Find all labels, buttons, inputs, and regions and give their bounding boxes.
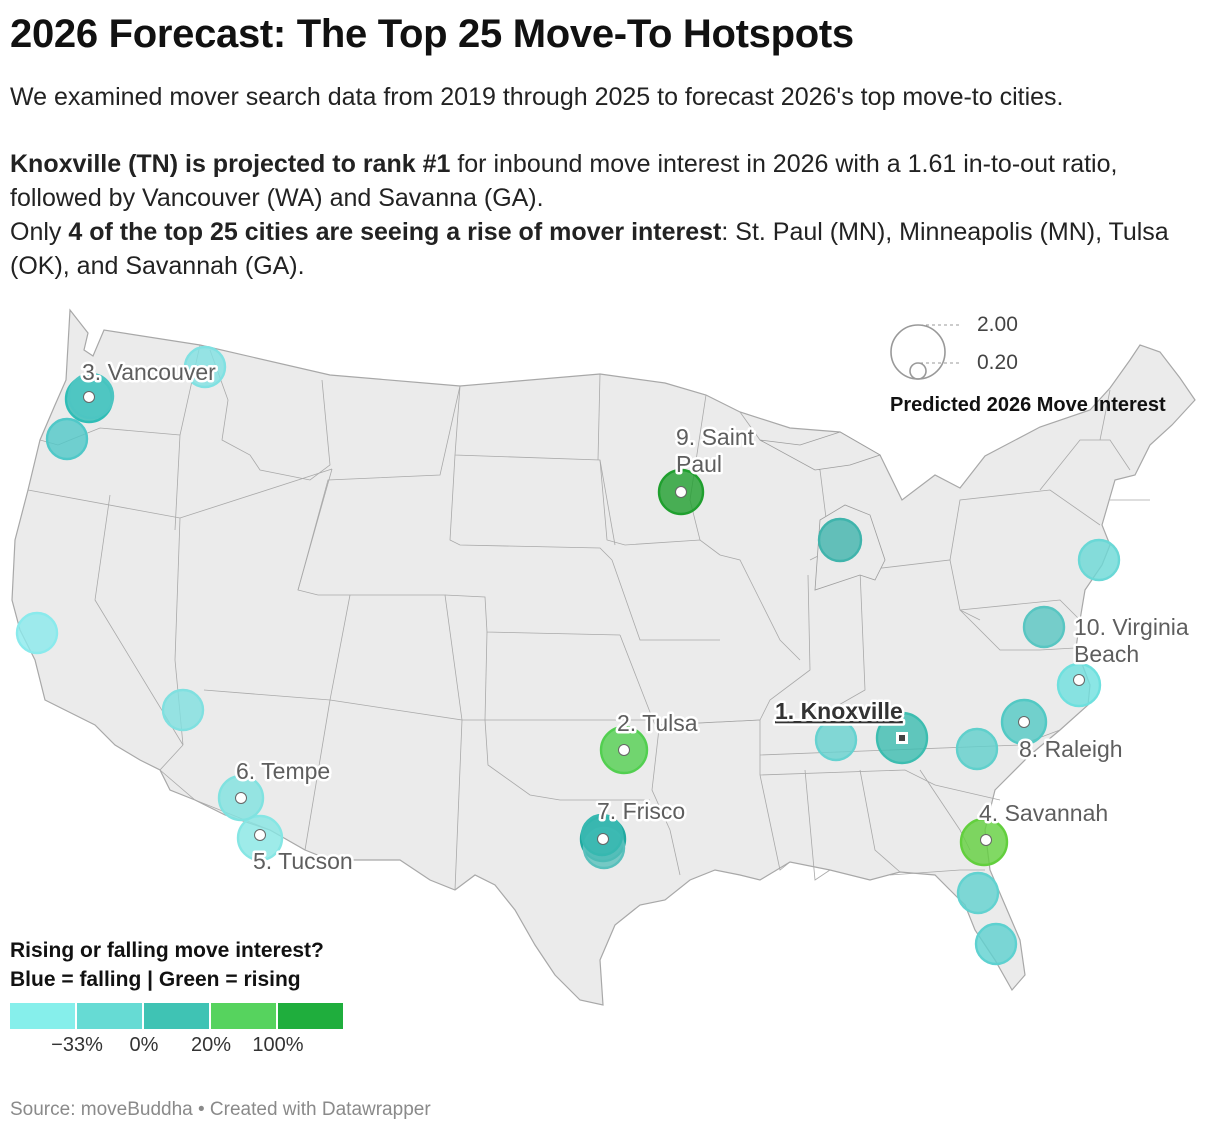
label-vancouver: 3. Vancouver [82, 359, 216, 385]
label-knoxville: 1. Knoxville [775, 698, 903, 724]
chart-title: 2026 Forecast: The Top 25 Move-To Hotspo… [10, 12, 854, 56]
tucson-dot [254, 829, 266, 841]
city-bubble-grand-rapids[interactable] [817, 517, 863, 563]
state-line [804, 769, 831, 881]
color-legend-ticks: −33% 0% 20% 100% [10, 1029, 345, 1056]
finding-text-2: Only [10, 218, 69, 246]
vancouver-dot [83, 391, 95, 403]
state-line [454, 385, 616, 546]
state-line [889, 869, 985, 876]
state-line [659, 719, 761, 775]
city-bubble-richmond[interactable] [1022, 605, 1066, 649]
state-line [484, 719, 650, 801]
saint-paul-dot [675, 486, 687, 498]
size-legend-title: Predicted 2026 Move Interest [890, 394, 1166, 416]
color-swatch [278, 1003, 343, 1029]
state-line [759, 574, 811, 721]
size-legend-max-value: 2.00 [977, 313, 1018, 336]
state-line [759, 769, 936, 786]
tulsa-dot [618, 744, 630, 756]
state-line [859, 769, 901, 873]
state-line [599, 459, 721, 556]
label-saint-paul-line1: 9. Saint [676, 424, 755, 450]
state-line [485, 719, 671, 831]
city-bubble-sacramento[interactable] [15, 611, 59, 655]
state-line [597, 373, 601, 461]
color-swatch [211, 1003, 276, 1029]
label-tempe: 6. Tempe [236, 758, 330, 784]
finding-bold-rising: 4 of the top 25 cities are seeing a rise… [68, 218, 722, 246]
label-raleigh: 8. Raleigh [1019, 736, 1123, 762]
label-virginia-beach-line1: 10. Virginia [1074, 614, 1189, 640]
frisco-dot [597, 833, 609, 845]
state-line [209, 349, 331, 481]
label-tulsa: 2. Tulsa [617, 710, 698, 736]
city-bubble-nashville[interactable] [814, 718, 858, 762]
description-intro: We examined mover search data from 2019 … [10, 83, 1064, 111]
state-line [1099, 389, 1111, 441]
city-labels: 3. Vancouver 9. Saint Paul 10. Virginia … [80, 357, 1192, 877]
state-line [449, 454, 613, 561]
color-swatch [10, 1003, 75, 1029]
michigan-upper [759, 431, 881, 471]
city-bubble-las-vegas[interactable] [161, 688, 205, 732]
state-line [719, 554, 801, 661]
savannah-dot [980, 834, 992, 846]
city-bubble-jacksonville[interactable] [956, 871, 1000, 915]
state-line [759, 774, 791, 871]
size-legend-small-circle [909, 362, 927, 380]
tempe-dot [235, 792, 247, 804]
source-credit: Source: moveBuddha • Created with Datawr… [10, 1099, 431, 1120]
state-line [959, 609, 1076, 651]
finding-text-1: for inbound move interest in 2026 with a… [10, 150, 1118, 212]
size-legend-large-circle [890, 324, 946, 380]
virginia-beach-dot [1073, 674, 1085, 686]
label-saint-paul-line2: Paul [676, 451, 722, 477]
finding-text-3: : St. Paul (MN), Minneapolis (MN), Tulsa… [10, 218, 1169, 280]
state-line [444, 594, 621, 636]
state-line [959, 599, 1081, 621]
state-line [669, 829, 681, 876]
state-line [611, 559, 720, 641]
label-virginia-beach-line2: Beach [1074, 641, 1139, 667]
color-legend-scale [10, 1003, 345, 1029]
raleigh-dot [1018, 716, 1030, 728]
color-legend: Rising or falling move interest? Blue = … [10, 936, 345, 1056]
state-line [949, 489, 1101, 561]
city-bubble-eugene[interactable] [45, 417, 89, 461]
state-line [864, 559, 981, 621]
size-legend-min-value: 0.20 [977, 351, 1018, 374]
finding-bold-knoxville: Knoxville (TN) is projected to rank #1 [10, 150, 451, 178]
label-frisco: 7. Frisco [597, 798, 685, 824]
state-line [1039, 439, 1131, 491]
color-legend-tick: 100% [252, 1034, 304, 1056]
color-legend-heading-1: Rising or falling move interest? [10, 939, 324, 962]
state-line [94, 494, 184, 746]
description-findings: Knoxville (TN) is projected to rank #1 f… [10, 147, 1205, 283]
state-line [829, 569, 866, 711]
color-legend-heading-2: Blue = falling | Green = rising [10, 968, 301, 991]
size-legend-circles [890, 324, 960, 380]
state-line [304, 699, 331, 851]
label-tucson: 5. Tucson [253, 848, 353, 874]
state-line [297, 385, 461, 591]
state-line [934, 784, 1001, 801]
label-savannah: 4. Savannah [979, 800, 1108, 826]
city-bubble-orlando[interactable] [974, 922, 1018, 966]
color-swatch [77, 1003, 142, 1029]
city-bubble-philadelphia[interactable] [1077, 538, 1121, 582]
size-legend: 2.00 0.20 Predicted 2026 Move Interest [880, 312, 1215, 422]
knoxville-square-center [899, 735, 905, 741]
color-swatch [144, 1003, 209, 1029]
color-legend-tick: 0% [129, 1034, 159, 1056]
us-map: 3. Vancouver 9. Saint Paul 10. Virginia … [11, 308, 1196, 1006]
city-bubble-spokane[interactable] [183, 345, 227, 389]
color-legend-tick: −33% [51, 1034, 103, 1056]
city-bubble-greenville[interactable] [955, 727, 999, 771]
city-markers [83, 391, 1085, 846]
color-legend-tick: 20% [190, 1034, 232, 1056]
